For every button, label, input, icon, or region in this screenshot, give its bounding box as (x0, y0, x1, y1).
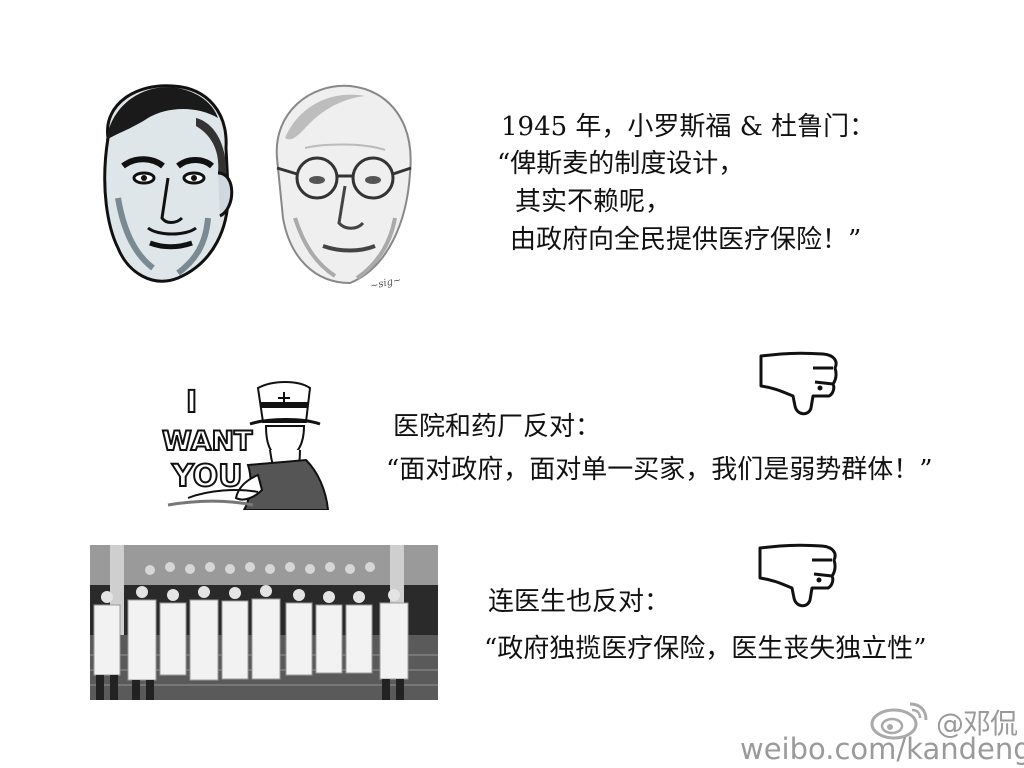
section1-line-2: “俾斯麦的制度设计， (497, 149, 745, 179)
section1-line-1: 1945 年，小罗斯福 & 杜鲁门： (501, 112, 876, 142)
section2-heading: 医院和药厂反对： (393, 412, 602, 442)
watermark-url: weibo.com/kandeng (740, 732, 1024, 766)
watermark-handle: @邓侃 (936, 707, 1018, 740)
section1-line-4: 由政府向全民提供医疗保险！” (510, 225, 862, 255)
section2-quote: “面对政府，面对单一买家，我们是弱势群体！” (386, 455, 933, 485)
uncle-sam-poster-image: I WANT YOU (161, 381, 330, 510)
thumbs-down-icon (759, 351, 838, 416)
truman-portrait-image (275, 84, 412, 285)
section3-heading: 连医生也反对： (488, 587, 671, 617)
poster-letter-i: I (186, 385, 197, 420)
fdr-portrait-image (103, 84, 234, 283)
section3-quote: “政府独揽医疗保险，医生丧失独立性” (484, 634, 927, 664)
section1-line-3: 其实不赖呢， (515, 187, 672, 217)
poster-word-you: YOU (171, 459, 243, 494)
weibo-logo-icon (870, 702, 928, 740)
thumbs-down-icon (758, 543, 837, 608)
doctors-group-photo-image (90, 545, 438, 700)
poster-word-want: WANT (162, 426, 253, 457)
